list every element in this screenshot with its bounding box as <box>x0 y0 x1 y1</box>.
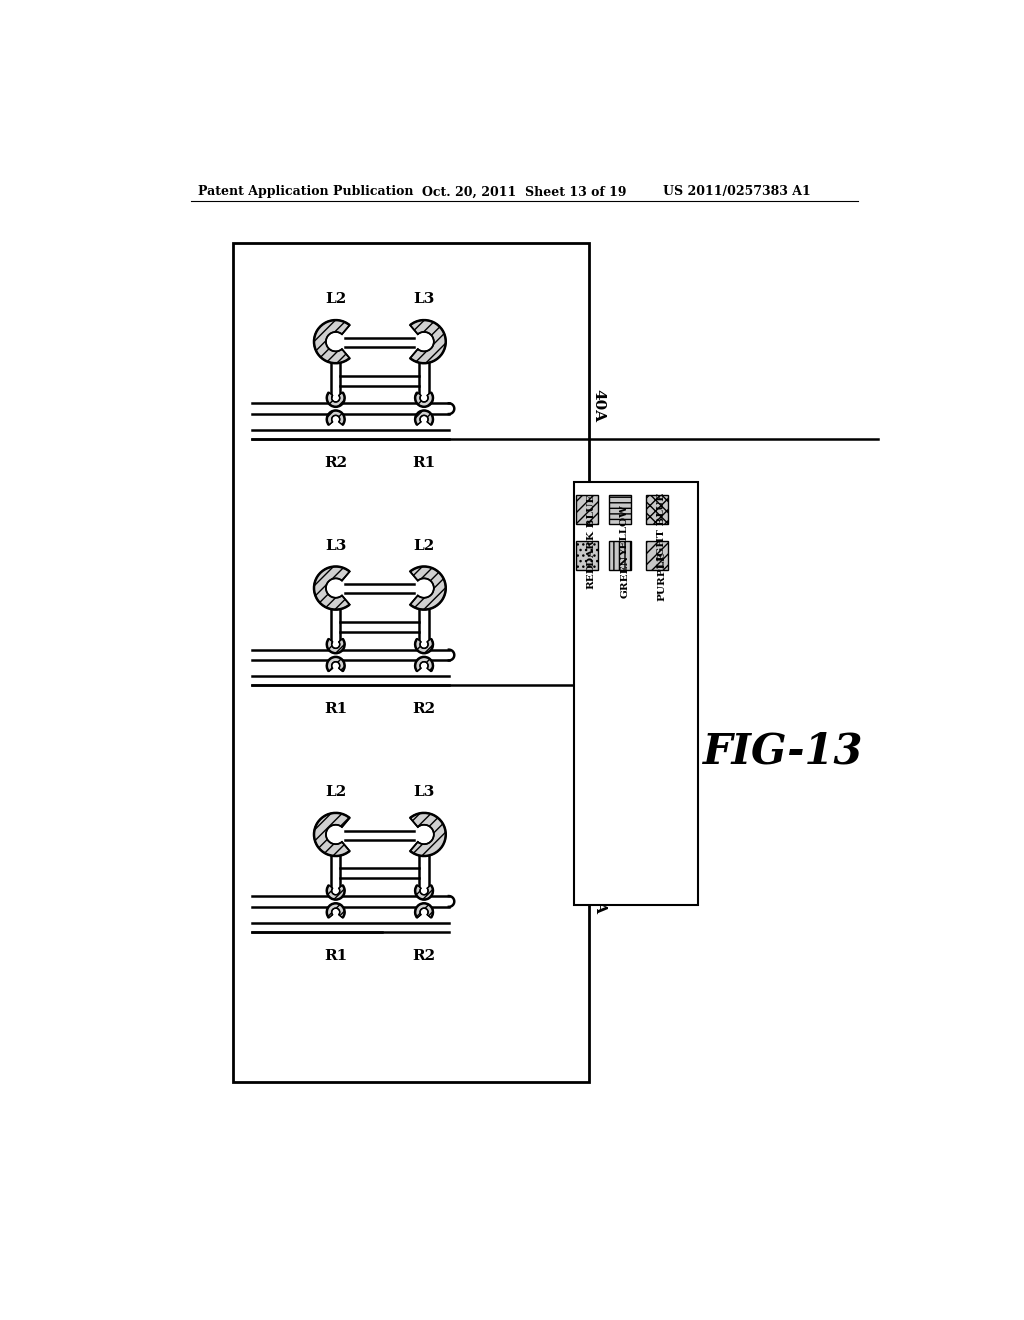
FancyBboxPatch shape <box>609 495 631 524</box>
Text: YELLOW: YELLOW <box>621 506 629 556</box>
Text: L3: L3 <box>414 785 435 799</box>
Text: RED: RED <box>587 564 596 590</box>
Text: L3: L3 <box>325 539 346 553</box>
Text: 16A: 16A <box>592 636 605 669</box>
PathPatch shape <box>415 903 433 917</box>
PathPatch shape <box>410 321 445 363</box>
PathPatch shape <box>415 884 433 900</box>
Text: FIG-13: FIG-13 <box>702 730 863 772</box>
PathPatch shape <box>327 903 345 917</box>
PathPatch shape <box>314 813 349 855</box>
FancyBboxPatch shape <box>575 541 598 570</box>
Text: 40A: 40A <box>592 389 605 422</box>
Text: R1: R1 <box>324 949 347 962</box>
PathPatch shape <box>314 566 349 610</box>
PathPatch shape <box>415 411 433 425</box>
Text: PURPLE: PURPLE <box>657 552 667 601</box>
PathPatch shape <box>327 884 345 900</box>
FancyBboxPatch shape <box>573 482 697 906</box>
FancyBboxPatch shape <box>232 243 589 1082</box>
FancyBboxPatch shape <box>575 495 598 524</box>
Text: US 2011/0257383 A1: US 2011/0257383 A1 <box>663 185 811 198</box>
Text: 11A: 11A <box>592 882 605 915</box>
Text: R2: R2 <box>413 702 435 717</box>
PathPatch shape <box>327 639 345 653</box>
Text: DARK BLUE: DARK BLUE <box>587 495 596 566</box>
PathPatch shape <box>410 566 445 610</box>
PathPatch shape <box>415 657 433 672</box>
PathPatch shape <box>410 813 445 855</box>
Text: L3: L3 <box>414 292 435 306</box>
FancyBboxPatch shape <box>609 541 631 570</box>
Text: LIGHT BLUE: LIGHT BLUE <box>657 492 667 568</box>
Text: L2: L2 <box>325 785 346 799</box>
Text: L2: L2 <box>325 292 346 306</box>
FancyBboxPatch shape <box>646 541 669 570</box>
Text: Oct. 20, 2011  Sheet 13 of 19: Oct. 20, 2011 Sheet 13 of 19 <box>423 185 627 198</box>
PathPatch shape <box>314 321 349 363</box>
Text: GREEN: GREEN <box>621 554 629 598</box>
Text: Patent Application Publication: Patent Application Publication <box>198 185 414 198</box>
Text: R2: R2 <box>325 455 347 470</box>
Text: R1: R1 <box>413 455 435 470</box>
PathPatch shape <box>327 657 345 672</box>
FancyBboxPatch shape <box>646 495 669 524</box>
Text: L2: L2 <box>414 539 434 553</box>
PathPatch shape <box>415 392 433 407</box>
Text: R1: R1 <box>324 702 347 717</box>
PathPatch shape <box>327 392 345 407</box>
Text: R2: R2 <box>413 949 435 962</box>
PathPatch shape <box>415 639 433 653</box>
PathPatch shape <box>327 411 345 425</box>
